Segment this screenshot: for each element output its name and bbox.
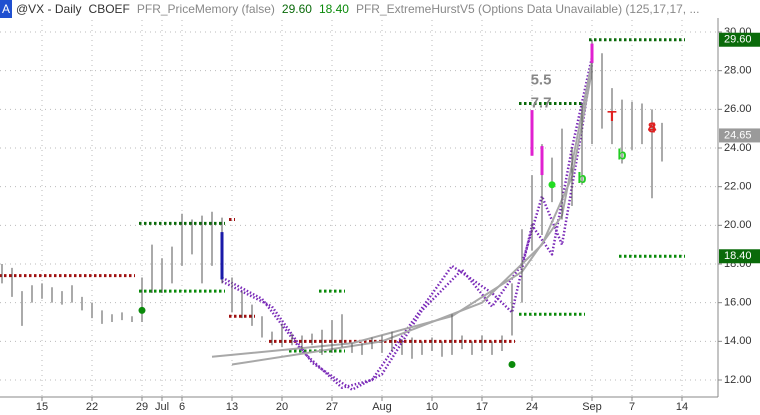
annotation: 4: [648, 120, 657, 137]
y-tick-label: 14.00: [724, 335, 752, 347]
annotation: b: [577, 170, 586, 187]
x-tick-label: 6: [179, 401, 185, 413]
study-value: 29.60: [281, 2, 312, 16]
symbol: @VX - Daily: [16, 2, 82, 16]
header: A @VX - Daily CBOEF PFR_PriceMemory (false)…: [0, 0, 760, 18]
x-tick-label: 22: [86, 401, 98, 413]
price-label-box: [719, 249, 760, 264]
annotation: 7.7: [531, 95, 552, 112]
y-tick-label: 24.00: [724, 142, 752, 154]
marker: [138, 306, 146, 314]
x-tick-label: 10: [426, 401, 438, 413]
x-tick-label: 29: [136, 401, 148, 413]
x-tick-label: 15: [36, 401, 48, 413]
y-tick-label: 20.00: [724, 219, 752, 231]
x-tick-label: 14: [676, 401, 688, 413]
y-tick-label: 12.00: [724, 374, 752, 386]
x-tick-label: 17: [476, 401, 488, 413]
study-value: 18.40: [318, 2, 349, 16]
price-label-box: [719, 32, 760, 47]
study-name: PFR_PriceMemory (false): [136, 2, 275, 16]
x-tick-label: Jul: [155, 401, 169, 413]
y-tick-label: 16.00: [724, 297, 752, 309]
annotation: 8: [648, 120, 656, 137]
x-tick-label: Aug: [372, 401, 392, 413]
study-name: PFR_ExtremeHurstV5 (Options Data Unavail…: [355, 2, 700, 16]
x-tick-label: Sep: [582, 401, 602, 413]
x-tick-label: 24: [526, 401, 538, 413]
annotation: b: [617, 147, 626, 164]
annotation: T: [607, 108, 616, 125]
price-label: 29.60: [724, 34, 752, 46]
y-tick-label: 28.00: [724, 65, 752, 77]
curve: [231, 70, 593, 366]
exchange: CBOEF: [88, 2, 130, 16]
price-label: 24.65: [724, 129, 752, 141]
price-label-box: [719, 128, 760, 143]
marker: [548, 181, 556, 189]
y-tick-label: 22.00: [724, 181, 752, 193]
curve: [221, 62, 594, 391]
annotation: 5.5: [531, 71, 552, 88]
x-tick-label: 27: [326, 401, 338, 413]
x-tick-label: 13: [226, 401, 238, 413]
curve: [221, 56, 594, 389]
price-label: 18.40: [724, 250, 752, 262]
y-tick-label: 26.00: [724, 103, 752, 115]
x-tick-label: 7: [629, 401, 635, 413]
marker: [508, 361, 516, 369]
badge[interactable]: A: [0, 0, 12, 18]
x-tick-label: 20: [276, 401, 288, 413]
